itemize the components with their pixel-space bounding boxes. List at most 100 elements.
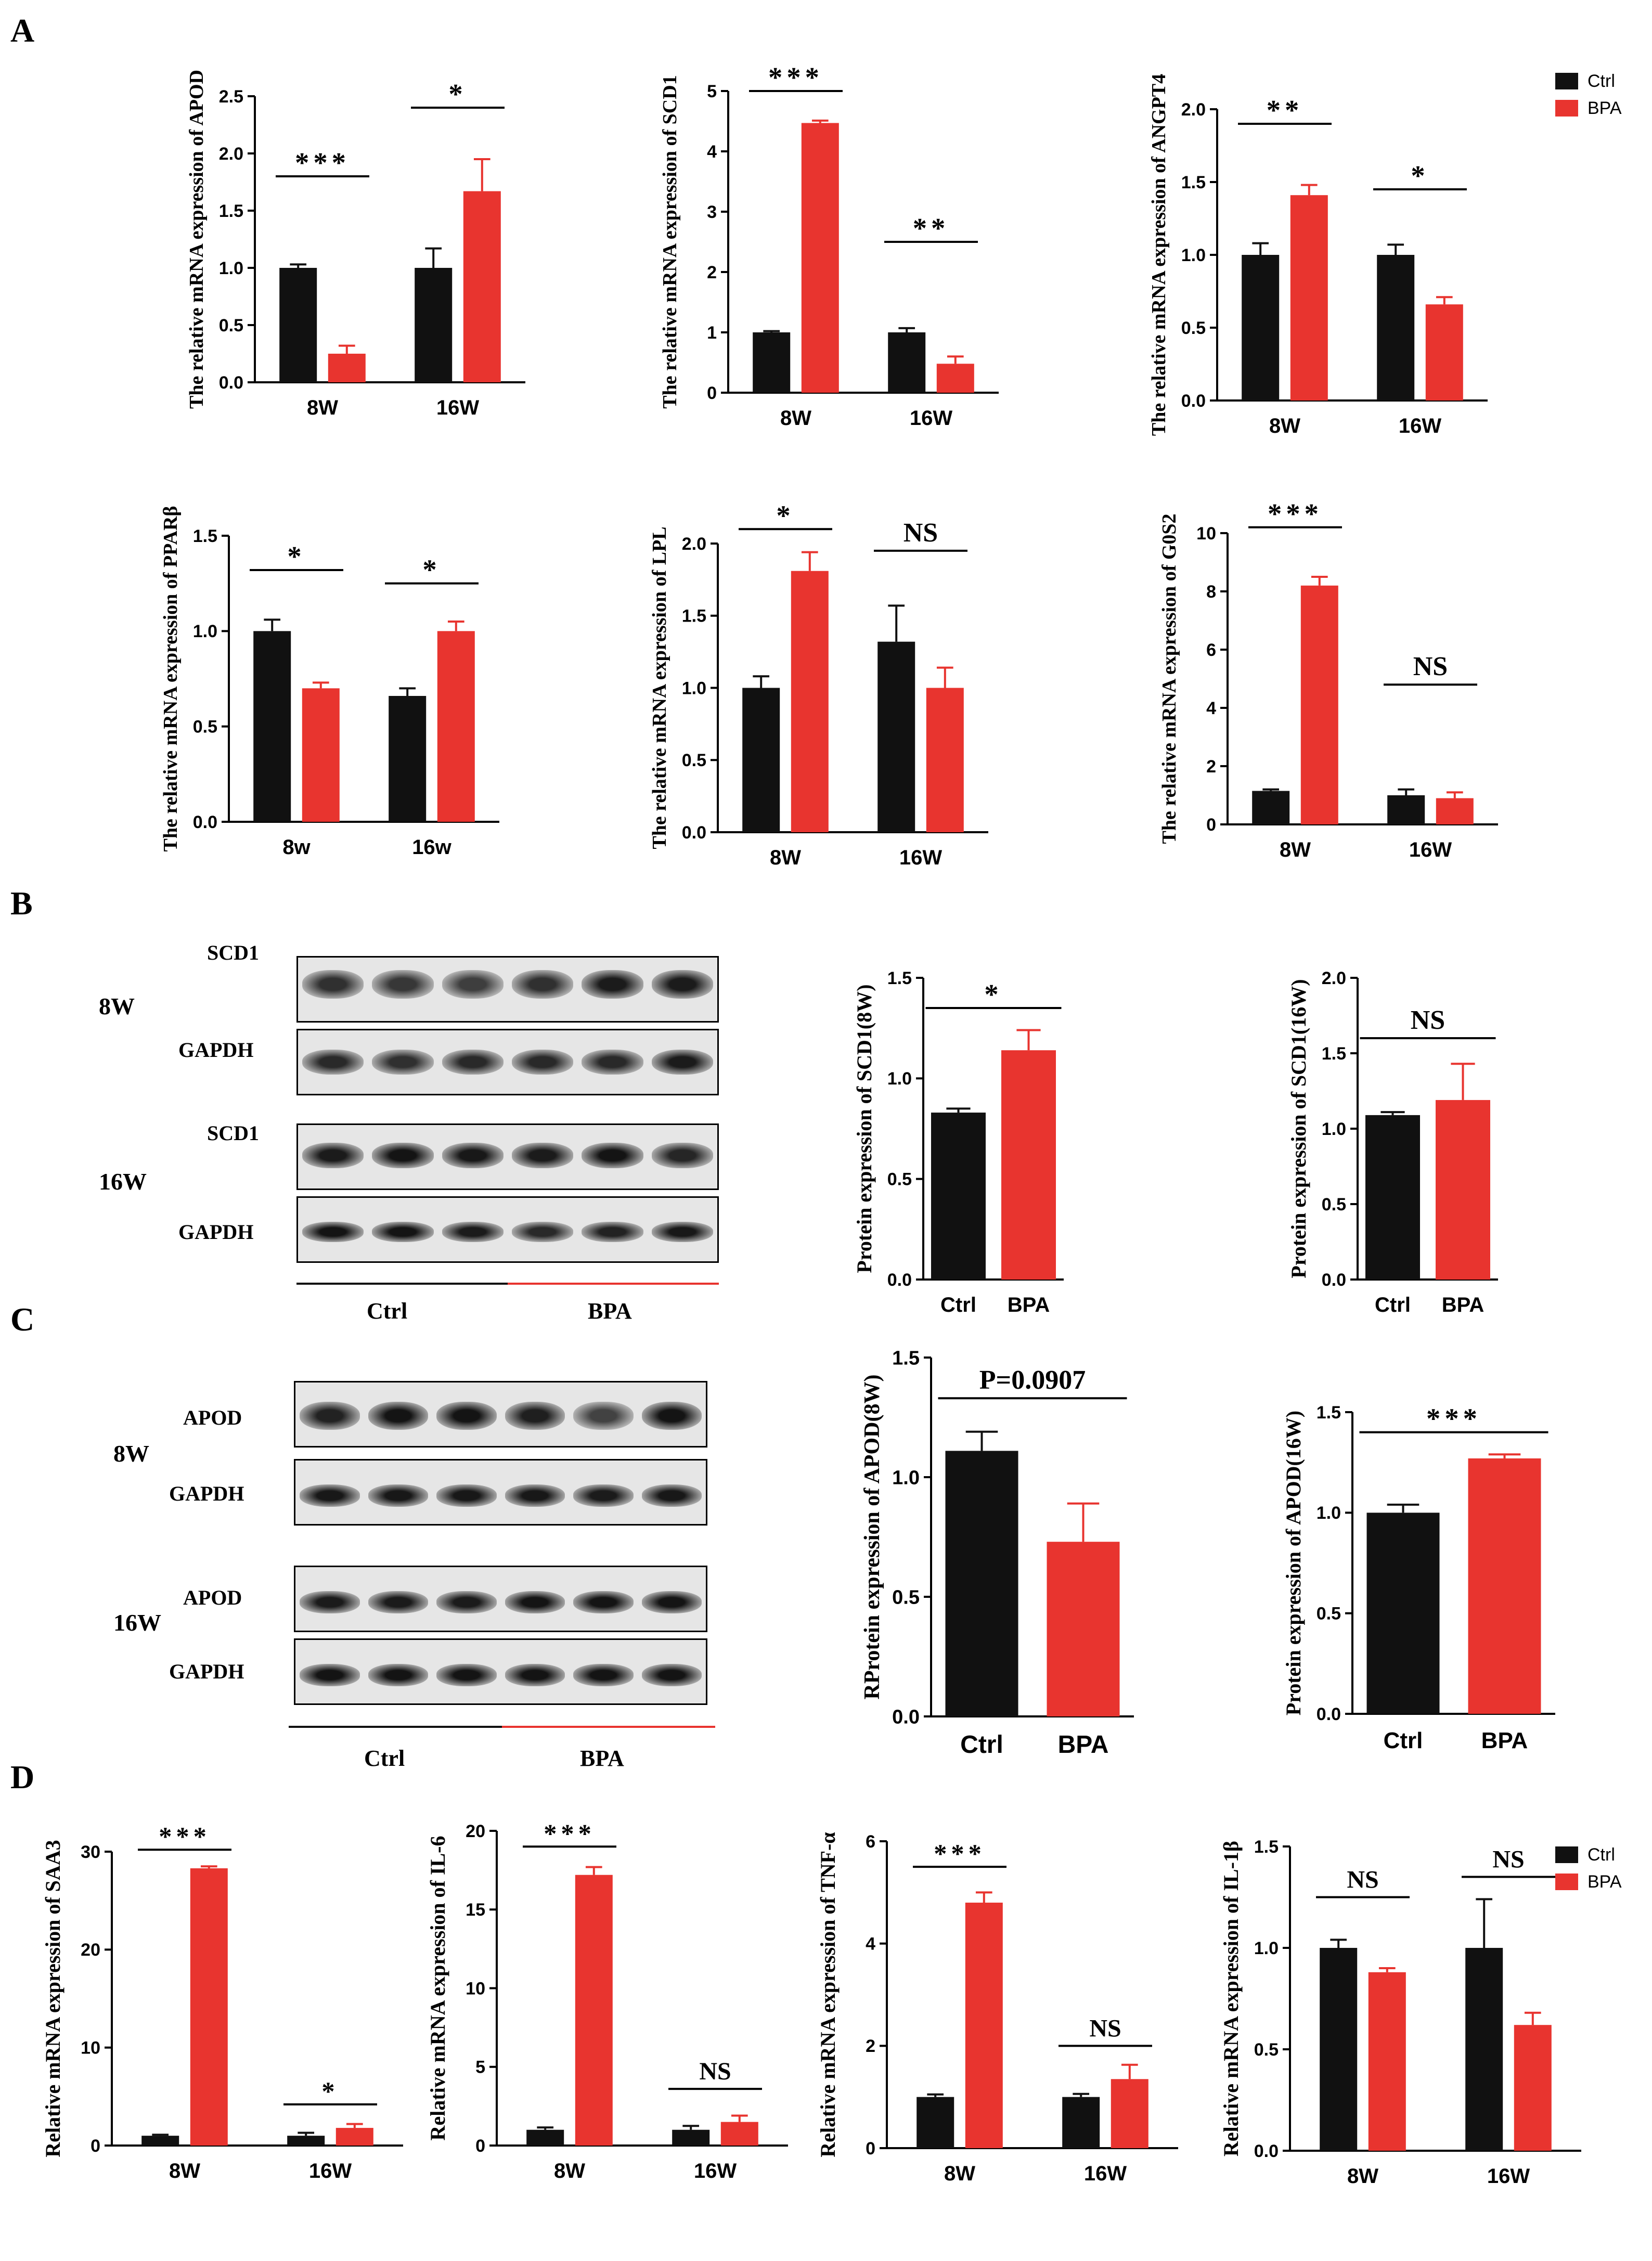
significance-label: ** bbox=[913, 212, 950, 244]
x-tick-label: 16W bbox=[910, 407, 952, 430]
blot-band bbox=[573, 1401, 634, 1430]
blot-band bbox=[651, 1143, 713, 1168]
blot-band bbox=[300, 1484, 360, 1507]
y-tick-label: 2.0 bbox=[682, 534, 706, 554]
bar-ctrl bbox=[931, 1113, 986, 1280]
chart-angpt4-mrna: 0.0 0.5 1.0 1.5 2.0 The relative mRNA express… bbox=[1148, 74, 1488, 437]
y-tick-label: 0.5 bbox=[682, 751, 706, 770]
significance-label: NS bbox=[1089, 2014, 1121, 2042]
blot-b-row1-label: SCD1 bbox=[207, 941, 260, 964]
blot-band bbox=[641, 1484, 702, 1507]
y-axis-label: The relative mRNA expression of APOD bbox=[186, 70, 208, 409]
bar-ctrl bbox=[888, 332, 926, 393]
blot-band bbox=[300, 1401, 360, 1430]
significance-label: *** bbox=[544, 1819, 596, 1848]
blot-c-8w-label: 8W bbox=[113, 1440, 149, 1467]
significance-label: * bbox=[776, 499, 794, 531]
x-tick-label: 8W bbox=[554, 2160, 585, 2182]
y-tick-label: 1.0 bbox=[219, 259, 243, 278]
bar-bpa bbox=[791, 571, 829, 832]
y-tick-label: 5 bbox=[475, 2058, 485, 2077]
x-tick-label: 16W bbox=[899, 846, 942, 869]
legend-label-bpa: BPA bbox=[1588, 98, 1622, 118]
y-tick-label: 1.0 bbox=[1254, 1939, 1279, 1958]
chart-il1b-mrna: 0.0 0.5 1.0 1.5 Relative mRNA expression of … bbox=[1219, 1837, 1581, 2188]
significance-label: *** bbox=[1426, 1403, 1481, 1435]
bar-bpa bbox=[1290, 195, 1328, 400]
y-tick-label: 1.0 bbox=[682, 678, 706, 698]
blot-band bbox=[573, 1664, 634, 1687]
chart-apod-mrna: 0.0 0.5 1.0 1.5 2.0 2.5 The relative mRNA expr… bbox=[186, 70, 525, 419]
blot-band bbox=[302, 1222, 364, 1243]
significance-label: *** bbox=[768, 61, 823, 93]
y-tick-label: 4 bbox=[1206, 699, 1216, 718]
x-tick-label: BPA bbox=[1008, 1294, 1050, 1316]
y-tick-label: 1.5 bbox=[1254, 1837, 1279, 1857]
y-tick-label: 1.0 bbox=[193, 622, 217, 641]
y-tick-label: 0.0 bbox=[1322, 1270, 1346, 1290]
significance-label: *** bbox=[1268, 498, 1323, 529]
legend-label-ctrl: Ctrl bbox=[1588, 71, 1615, 91]
y-tick-label: 1.5 bbox=[682, 606, 706, 626]
chart-saa3-mrna: 0 10 20 30 Relative mRNA expression of SAA3 8… bbox=[41, 1822, 403, 2182]
significance-label: *** bbox=[934, 1839, 986, 1868]
bar-bpa bbox=[575, 1875, 613, 2146]
significance-label: * bbox=[287, 540, 305, 572]
blot-band bbox=[512, 970, 574, 999]
blot-band bbox=[651, 1222, 713, 1243]
y-axis-label: RProtein expression of APOD(8W) bbox=[860, 1375, 884, 1700]
blot-band bbox=[442, 1049, 504, 1075]
bar-ctrl bbox=[1387, 795, 1425, 824]
blot-b-bpa-line bbox=[508, 1283, 719, 1285]
chart-g0s2-mrna: 0 2 4 6 8 10 The relative mRNA expression of G… bbox=[1158, 498, 1498, 861]
legend-item-ctrl: Ctrl bbox=[1555, 68, 1622, 95]
y-tick-label: 0.5 bbox=[892, 1586, 920, 1608]
blot-band bbox=[372, 970, 434, 999]
y-axis-label: The relative mRNA expression of PPARβ bbox=[160, 506, 182, 852]
bar-ctrl bbox=[753, 332, 791, 393]
bar-ctrl bbox=[1062, 2097, 1100, 2148]
legend-item-bpa: BPA bbox=[1555, 95, 1622, 122]
chart-scd1-protein-8w: 0.0 0.5 1.0 1.5 Protein expression of SCD1(8… bbox=[853, 968, 1064, 1316]
y-tick-label: 0.5 bbox=[219, 316, 243, 335]
bar-ctrl bbox=[415, 268, 453, 382]
blot-band bbox=[372, 1049, 434, 1075]
bar-ctrl bbox=[672, 2129, 710, 2146]
blot-band bbox=[573, 1591, 634, 1614]
y-axis-label: Protein expression of APOD(16W) bbox=[1282, 1411, 1305, 1715]
bar-ctrl bbox=[141, 2136, 179, 2146]
y-tick-label: 20 bbox=[466, 1821, 485, 1841]
blot-c-16w-label: 16W bbox=[113, 1609, 161, 1636]
blot-b-scd1-16w bbox=[296, 1123, 719, 1190]
bar-ctrl bbox=[1252, 791, 1290, 824]
significance-label: NS bbox=[1347, 1866, 1378, 1894]
blot-band bbox=[442, 1143, 504, 1168]
chart-il6-mrna: 0 5 10 15 20 Relative mRNA expression of IL-6… bbox=[426, 1819, 788, 2182]
bar-ctrl bbox=[389, 696, 427, 822]
legend-a: Ctrl BPA bbox=[1555, 68, 1622, 122]
blot-c-bpa-line bbox=[502, 1726, 715, 1728]
x-tick-label: 8W bbox=[1280, 838, 1311, 861]
blot-band bbox=[372, 1143, 434, 1168]
bar-ctrl bbox=[279, 268, 317, 382]
blot-band bbox=[368, 1484, 428, 1507]
y-axis-label: The relative mRNA expression of SCD1 bbox=[659, 75, 681, 408]
blot-b-row4-label: GAPDH bbox=[178, 1220, 254, 1244]
y-axis-label: The relative mRNA expression of ANGPT4 bbox=[1148, 74, 1170, 436]
blot-b-ctrl-line bbox=[296, 1283, 508, 1285]
blot-band bbox=[368, 1664, 428, 1687]
legend-swatch-ctrl bbox=[1555, 1846, 1578, 1863]
bar-bpa bbox=[936, 364, 974, 393]
x-tick-label: 8W bbox=[1269, 415, 1300, 437]
bar-bpa bbox=[328, 354, 366, 382]
x-tick-label: Ctrl bbox=[1384, 1728, 1423, 1753]
bar-ctrl bbox=[1320, 1948, 1358, 2151]
x-tick-label: Ctrl bbox=[1375, 1294, 1411, 1316]
bar-ctrl bbox=[287, 2136, 325, 2146]
blot-band bbox=[505, 1401, 565, 1430]
panel-label-c: C bbox=[10, 1301, 35, 1338]
y-tick-label: 0.5 bbox=[1322, 1195, 1346, 1215]
y-tick-label: 0.5 bbox=[1181, 318, 1206, 338]
chart-scd1-protein-16w: 0.0 0.5 1.0 1.5 2.0 Protein expression of SCD… bbox=[1287, 968, 1498, 1316]
blot-band bbox=[641, 1664, 702, 1687]
